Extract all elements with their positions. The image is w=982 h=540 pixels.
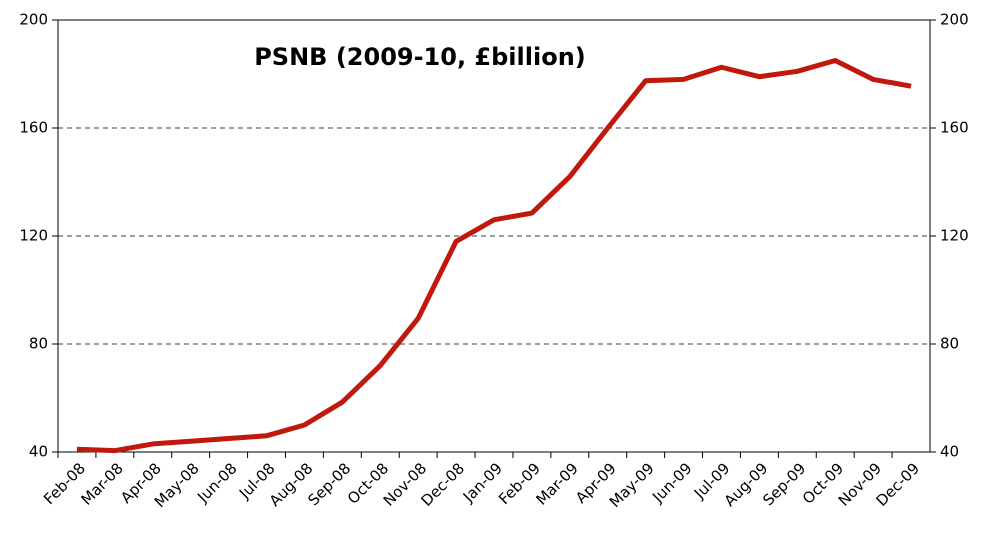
y2-tick-label: 120: [940, 227, 969, 245]
y-tick-label: 40: [29, 443, 48, 461]
y-tick-label: 160: [19, 119, 48, 137]
x-tick-label: Sep-09: [759, 459, 809, 509]
y-tick-label: 80: [29, 335, 48, 353]
x-tick-label: Jun-09: [648, 459, 695, 506]
x-tick-label: Sep-08: [304, 459, 354, 509]
x-tick-label: Dec-09: [872, 459, 923, 510]
y2-tick-label: 160: [940, 119, 969, 137]
y2-tick-label: 80: [940, 335, 959, 353]
x-tick-label: Mar-08: [77, 459, 126, 508]
y-tick-label: 200: [19, 11, 48, 29]
x-tick-label: Mar-09: [532, 459, 581, 508]
chart-title: PSNB (2009-10, £billion): [254, 43, 586, 71]
y2-tick-label: 200: [940, 11, 969, 29]
y2-tick-label: 40: [940, 443, 959, 461]
x-tick-label: Jun-08: [193, 459, 240, 506]
data-line: [76, 58, 912, 454]
x-tick-label: Dec-08: [418, 459, 469, 510]
y-tick-label: 120: [19, 227, 48, 245]
